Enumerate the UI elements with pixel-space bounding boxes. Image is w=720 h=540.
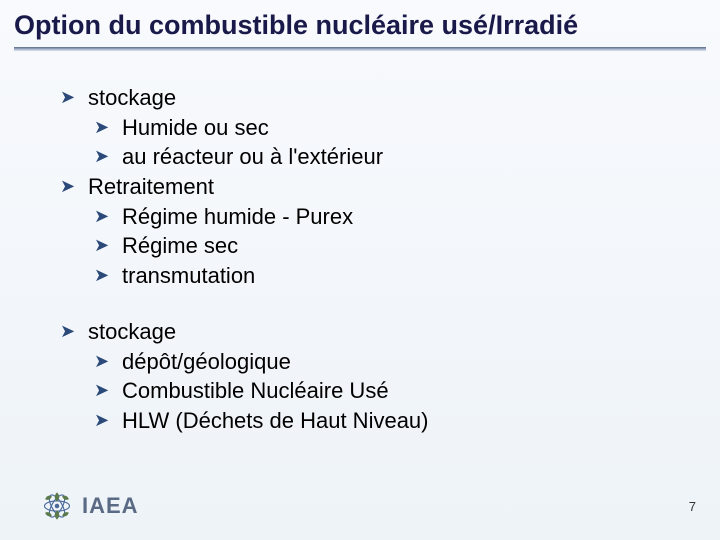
title-underline (14, 47, 706, 51)
list-item-text: Régime humide - Purex (122, 204, 353, 229)
list-item: au réacteur ou à l'extérieur (94, 142, 680, 172)
slide-title: Option du combustible nucléaire usé/Irra… (14, 10, 706, 41)
list-item: dépôt/géologique (94, 347, 680, 377)
list-item: Régime sec (94, 231, 680, 261)
list-item: Régime humide - Purex (94, 202, 680, 232)
list-item: stockage (60, 83, 680, 113)
bullet-group: stockage Humide ou sec au réacteur ou à … (60, 83, 680, 291)
slide-footer: IAEA 7 (0, 484, 720, 528)
logo: IAEA (40, 489, 139, 523)
list-item-text: Combustible Nucléaire Usé (122, 378, 389, 403)
list-item-text: au réacteur ou à l'extérieur (122, 144, 383, 169)
list-item: HLW (Déchets de Haut Niveau) (94, 406, 680, 436)
list-item: Humide ou sec (94, 113, 680, 143)
slide: Option du combustible nucléaire usé/Irra… (0, 0, 720, 540)
list-item-text: HLW (Déchets de Haut Niveau) (122, 408, 429, 433)
list-item-text: Humide ou sec (122, 115, 269, 140)
logo-text: IAEA (82, 493, 139, 519)
list-item: Combustible Nucléaire Usé (94, 376, 680, 406)
list-item-text: stockage (88, 85, 176, 110)
list-item: Retraitement (60, 172, 680, 202)
list-item: stockage (60, 317, 680, 347)
atom-icon (40, 489, 74, 523)
list-item: transmutation (94, 261, 680, 291)
bullet-group: stockage dépôt/géologique Combustible Nu… (60, 317, 680, 436)
list-item-text: Régime sec (122, 233, 238, 258)
list-item-text: transmutation (122, 263, 255, 288)
list-item-text: stockage (88, 319, 176, 344)
page-number: 7 (689, 499, 696, 514)
slide-content: stockage Humide ou sec au réacteur ou à … (0, 55, 720, 436)
title-area: Option du combustible nucléaire usé/Irra… (0, 0, 720, 55)
list-item-text: dépôt/géologique (122, 349, 291, 374)
list-item-text: Retraitement (88, 174, 214, 199)
